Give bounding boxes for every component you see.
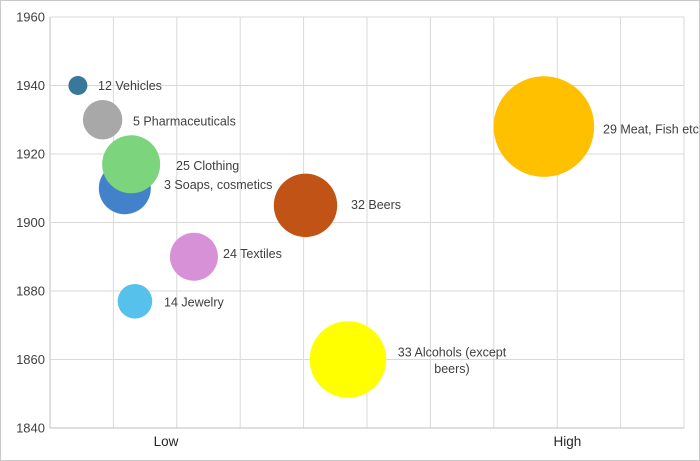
x-axis-label-low: Low [154,434,179,449]
y-axis-tick-label: 1900 [16,215,45,230]
bubble-beers [273,173,338,238]
bubble-label-vehicles: 12 Vehicles [98,79,162,93]
bubble-label-clothing: 25 Clothing [176,159,239,173]
bubble-alcohols [309,321,387,398]
bubble-textiles [169,232,218,281]
y-axis-tick-label: 1940 [16,78,45,93]
bubble-jewelry [117,283,153,319]
bubble-label-beers: 32 Beers [351,198,401,212]
y-axis-tick-label: 1920 [16,147,45,162]
bubble-label-textiles: 24 Textiles [223,247,282,261]
bubble-label-alcohols: 33 Alcohols (except beers) [398,346,507,377]
y-axis-tick-label: 1880 [16,284,45,299]
bubble-label-meat-fish: 29 Meat, Fish etc [603,123,699,137]
bubble-label-jewelry: 14 Jewelry [164,296,224,310]
y-axis-tick-label: 1960 [16,10,45,25]
bubble-label-pharmaceuticals: 5 Pharmaceuticals [133,115,236,129]
bubble-meat-fish [493,76,595,177]
bubble-label-soaps-cosmetics: 3 Soaps, cosmetics [164,178,272,192]
x-axis-label-high: High [553,434,581,449]
y-axis-tick-label: 1840 [16,421,45,436]
bubble-vehicles [68,76,88,95]
bubble-pharmaceuticals [82,100,123,140]
bubble-clothing [102,135,161,194]
y-axis-tick-label: 1860 [16,352,45,367]
